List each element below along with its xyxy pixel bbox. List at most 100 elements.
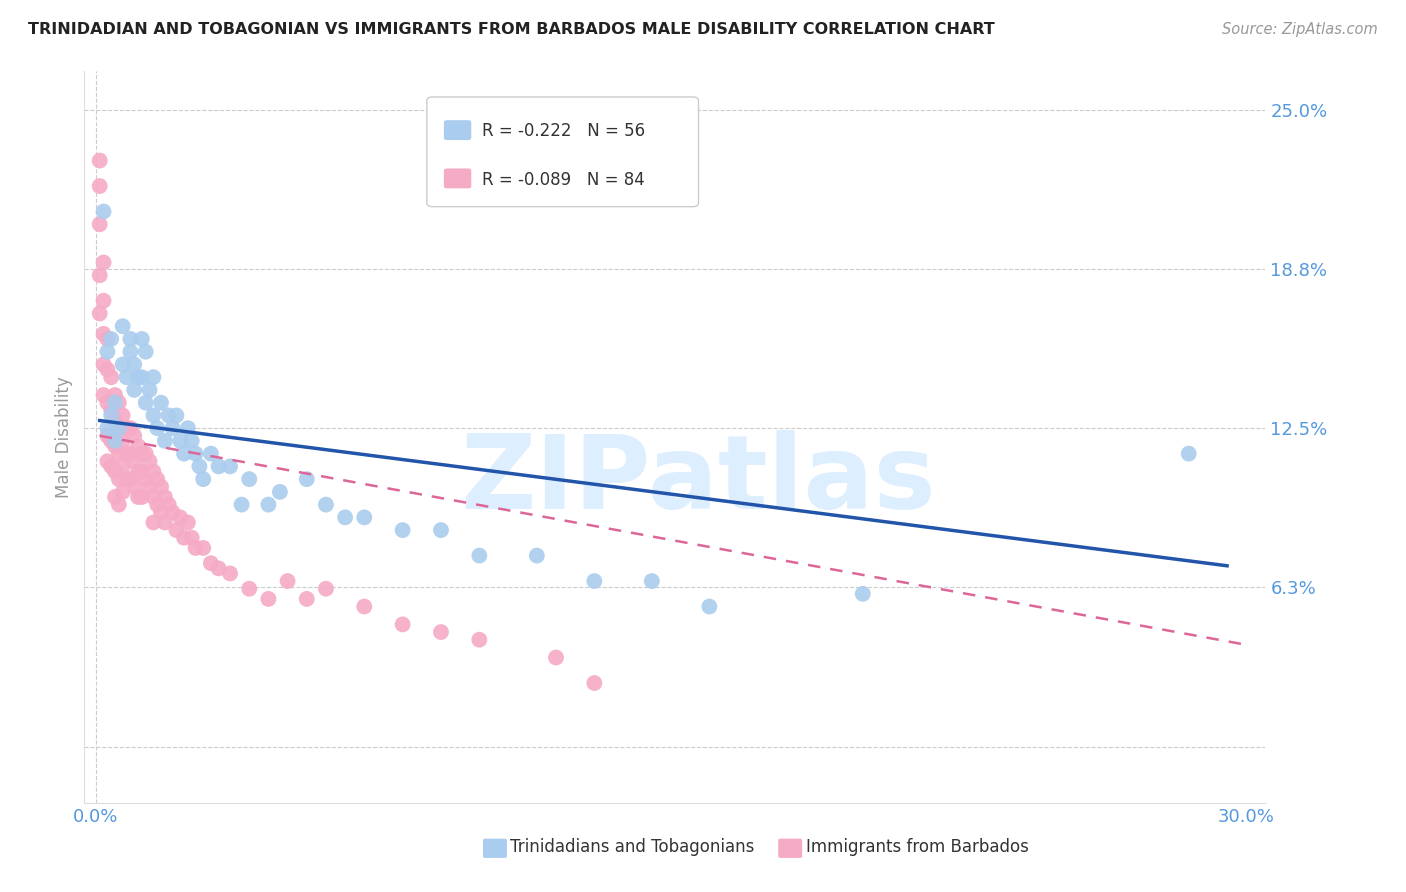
Point bbox=[111, 319, 134, 334]
Point bbox=[96, 454, 118, 468]
Point bbox=[146, 421, 169, 435]
Point bbox=[238, 472, 260, 486]
Point bbox=[169, 434, 191, 448]
Point bbox=[93, 293, 115, 308]
Point bbox=[108, 421, 131, 435]
FancyBboxPatch shape bbox=[427, 97, 699, 207]
Point bbox=[96, 332, 118, 346]
Point bbox=[104, 395, 127, 409]
Point bbox=[142, 516, 165, 530]
Point bbox=[111, 409, 134, 423]
Point bbox=[142, 490, 165, 504]
Point bbox=[127, 465, 149, 479]
Point bbox=[315, 498, 337, 512]
Point bbox=[583, 574, 606, 588]
Point bbox=[108, 421, 131, 435]
Point bbox=[115, 370, 138, 384]
Text: Source: ZipAtlas.com: Source: ZipAtlas.com bbox=[1222, 22, 1378, 37]
Point bbox=[257, 498, 280, 512]
Point bbox=[699, 599, 721, 614]
Point bbox=[108, 472, 131, 486]
Point bbox=[142, 409, 165, 423]
Point bbox=[89, 179, 111, 194]
Point bbox=[96, 421, 118, 435]
Point bbox=[100, 409, 122, 423]
Point bbox=[153, 490, 176, 504]
Point bbox=[257, 591, 280, 606]
Point bbox=[111, 459, 134, 474]
Point bbox=[122, 383, 145, 397]
Point bbox=[93, 255, 115, 269]
Point bbox=[583, 676, 606, 690]
Point bbox=[468, 632, 491, 647]
Point bbox=[391, 617, 413, 632]
Point bbox=[104, 388, 127, 402]
Point bbox=[122, 429, 145, 443]
Point bbox=[111, 484, 134, 499]
Point bbox=[104, 490, 127, 504]
Point bbox=[120, 421, 142, 435]
Point bbox=[93, 358, 115, 372]
Point bbox=[93, 204, 115, 219]
Point bbox=[142, 370, 165, 384]
Point bbox=[104, 439, 127, 453]
Point bbox=[93, 326, 115, 341]
Point bbox=[115, 421, 138, 435]
Point bbox=[111, 358, 134, 372]
Point bbox=[131, 447, 153, 461]
Point bbox=[89, 306, 111, 320]
Point bbox=[391, 523, 413, 537]
Point bbox=[146, 472, 169, 486]
Point bbox=[138, 454, 160, 468]
Point bbox=[131, 490, 153, 504]
Point bbox=[219, 566, 242, 581]
Point bbox=[96, 395, 118, 409]
Point bbox=[157, 498, 180, 512]
Point bbox=[150, 480, 173, 494]
Point bbox=[111, 434, 134, 448]
Point bbox=[238, 582, 260, 596]
Point bbox=[127, 490, 149, 504]
Point bbox=[173, 447, 195, 461]
Point bbox=[184, 541, 207, 555]
Point bbox=[135, 472, 157, 486]
Point bbox=[135, 395, 157, 409]
Point bbox=[193, 472, 215, 486]
Point bbox=[852, 587, 875, 601]
Point bbox=[468, 549, 491, 563]
Point bbox=[89, 268, 111, 283]
Point bbox=[138, 383, 160, 397]
Text: R = -0.222   N = 56: R = -0.222 N = 56 bbox=[482, 122, 645, 140]
Point bbox=[96, 429, 118, 443]
Text: ZIPatlas: ZIPatlas bbox=[461, 431, 936, 532]
Point bbox=[120, 447, 142, 461]
Text: Immigrants from Barbados: Immigrants from Barbados bbox=[806, 838, 1029, 856]
Point bbox=[122, 454, 145, 468]
Point bbox=[150, 395, 173, 409]
Point bbox=[89, 153, 111, 168]
Point bbox=[526, 549, 548, 563]
Point bbox=[135, 447, 157, 461]
Point bbox=[641, 574, 664, 588]
Text: Trinidadians and Tobagonians: Trinidadians and Tobagonians bbox=[510, 838, 755, 856]
Point bbox=[115, 447, 138, 461]
Point bbox=[193, 541, 215, 555]
Point bbox=[295, 472, 318, 486]
Point bbox=[231, 498, 253, 512]
Point bbox=[150, 505, 173, 519]
Point bbox=[165, 523, 187, 537]
Point bbox=[100, 434, 122, 448]
FancyBboxPatch shape bbox=[444, 121, 471, 139]
Point bbox=[544, 650, 567, 665]
Point bbox=[219, 459, 242, 474]
Text: R = -0.089   N = 84: R = -0.089 N = 84 bbox=[482, 170, 645, 188]
Point bbox=[169, 510, 191, 524]
Point bbox=[162, 421, 184, 435]
Point bbox=[100, 403, 122, 417]
Point bbox=[180, 531, 202, 545]
Point bbox=[100, 370, 122, 384]
Point bbox=[430, 625, 453, 640]
Point bbox=[269, 484, 291, 499]
Point bbox=[100, 332, 122, 346]
Y-axis label: Male Disability: Male Disability bbox=[55, 376, 73, 498]
